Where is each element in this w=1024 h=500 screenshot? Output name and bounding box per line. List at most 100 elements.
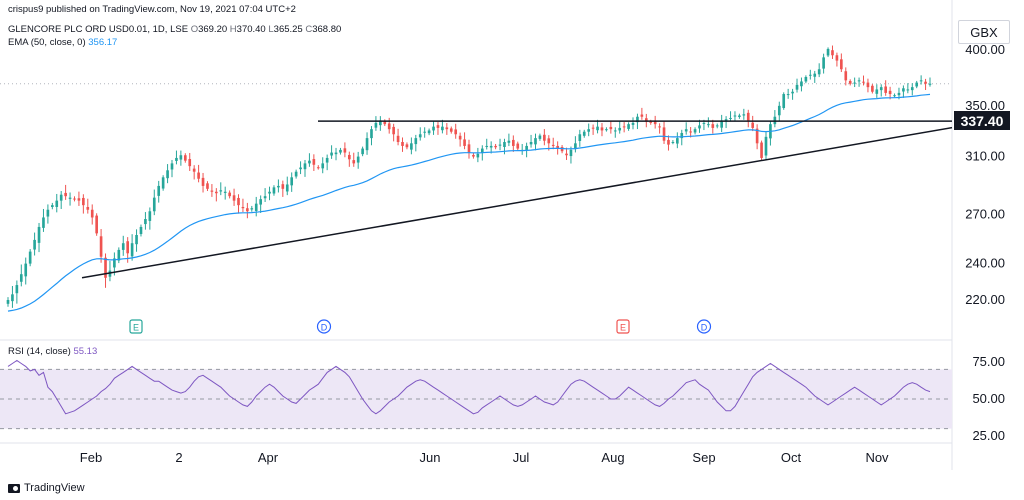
ema-legend[interactable]: EMA (50, close, 0) 356.17 bbox=[8, 37, 117, 48]
candle-body bbox=[618, 127, 622, 131]
candle-body bbox=[644, 118, 648, 122]
candle-body bbox=[157, 185, 161, 196]
candle-body bbox=[325, 157, 329, 163]
candle-body bbox=[219, 190, 223, 192]
rsi-tick-label: 75.00 bbox=[972, 354, 1005, 369]
candle-body bbox=[42, 217, 45, 228]
ohlc-low: 365.25 bbox=[273, 24, 303, 35]
candle-body bbox=[99, 236, 103, 257]
candle-body bbox=[161, 177, 165, 189]
candle-body bbox=[64, 192, 67, 197]
candle-body bbox=[613, 130, 617, 132]
candle-body bbox=[148, 211, 152, 221]
tradingview-logo-icon bbox=[8, 483, 20, 493]
candle-body bbox=[24, 263, 28, 277]
candle-body bbox=[405, 144, 409, 148]
event-badge-shape bbox=[316, 319, 332, 334]
candle-body bbox=[840, 59, 843, 70]
author-line: crispus9 published on TradingView.com, N… bbox=[8, 4, 296, 15]
candle-body bbox=[228, 192, 231, 197]
candle-body bbox=[813, 73, 817, 77]
candle-body bbox=[290, 177, 294, 186]
candle-body bbox=[463, 139, 466, 146]
candle-body bbox=[246, 208, 249, 212]
candle-body bbox=[15, 285, 19, 294]
candle-body bbox=[472, 154, 475, 157]
candle-body bbox=[871, 85, 874, 92]
candle-body bbox=[254, 203, 258, 211]
annotation-lines bbox=[81, 120, 953, 279]
candle-body bbox=[489, 145, 493, 148]
candlesticks bbox=[6, 45, 932, 308]
candle-body bbox=[268, 191, 271, 194]
candle-body bbox=[383, 121, 387, 125]
brand: TradingView bbox=[8, 482, 85, 494]
candle-body bbox=[924, 81, 927, 84]
candle-body bbox=[263, 196, 267, 199]
candle-body bbox=[755, 128, 759, 144]
candle-body bbox=[449, 128, 453, 132]
candle-body bbox=[46, 209, 50, 217]
candle-body bbox=[55, 200, 59, 207]
candle-body bbox=[374, 122, 378, 128]
candle-body bbox=[693, 129, 697, 133]
candle-body bbox=[507, 140, 511, 143]
event-badge-label: D bbox=[321, 323, 328, 333]
candle-body bbox=[720, 120, 723, 128]
candle-body bbox=[308, 160, 311, 164]
candle-body bbox=[862, 81, 865, 83]
candle-body bbox=[551, 144, 555, 146]
time-tick-label: Aug bbox=[601, 450, 624, 465]
candle-body bbox=[919, 80, 923, 82]
candle-body bbox=[250, 208, 254, 210]
candle-body bbox=[804, 76, 808, 82]
candle-body bbox=[831, 50, 834, 56]
candle-body bbox=[875, 89, 879, 94]
event-badge-label: D bbox=[701, 323, 708, 333]
candle-body bbox=[751, 122, 755, 128]
candle-body bbox=[68, 197, 72, 199]
symbol-name: GLENCORE PLC ORD USD0.01, 1D, LSE bbox=[8, 24, 189, 35]
candle-body bbox=[746, 112, 750, 121]
candle-body bbox=[627, 124, 630, 129]
candle-body bbox=[676, 138, 679, 144]
candle-body bbox=[512, 139, 515, 146]
time-tick-label: 2 bbox=[175, 450, 182, 465]
time-tick-label: Feb bbox=[80, 450, 102, 465]
candle-body bbox=[175, 157, 178, 161]
candle-body bbox=[104, 257, 107, 278]
rsi-legend[interactable]: RSI (14, close) 55.13 bbox=[8, 346, 97, 357]
price-tick-label: 270.00 bbox=[965, 206, 1005, 221]
candle-body bbox=[241, 206, 245, 209]
candle-body bbox=[835, 55, 839, 61]
candle-body bbox=[113, 258, 116, 268]
ema-line bbox=[7, 93, 931, 312]
candle-body bbox=[183, 155, 187, 161]
candle-body bbox=[760, 142, 763, 158]
candle-body bbox=[503, 142, 506, 147]
candle-body bbox=[702, 122, 706, 124]
candle-body bbox=[223, 191, 227, 193]
candle-body bbox=[485, 145, 489, 147]
rsi-line bbox=[7, 359, 931, 415]
candle-body bbox=[671, 142, 675, 144]
ohlc-h-label: H bbox=[229, 24, 237, 35]
candle-body bbox=[569, 149, 573, 157]
rsi-tick-label: 25.00 bbox=[972, 428, 1005, 443]
dividend-marker-icon: D bbox=[316, 319, 332, 334]
candle-body bbox=[658, 126, 661, 128]
candle-body bbox=[587, 129, 591, 132]
candle-body bbox=[707, 124, 710, 126]
currency-button[interactable]: GBX bbox=[958, 20, 1010, 44]
candle-body bbox=[454, 129, 458, 135]
candle-body bbox=[565, 153, 568, 156]
candle-body bbox=[334, 152, 338, 155]
candle-body bbox=[37, 226, 41, 243]
candle-body bbox=[529, 142, 533, 145]
candle-body bbox=[294, 171, 298, 177]
candle-body bbox=[19, 274, 23, 282]
candle-body bbox=[215, 191, 218, 194]
candle-body bbox=[126, 241, 130, 254]
